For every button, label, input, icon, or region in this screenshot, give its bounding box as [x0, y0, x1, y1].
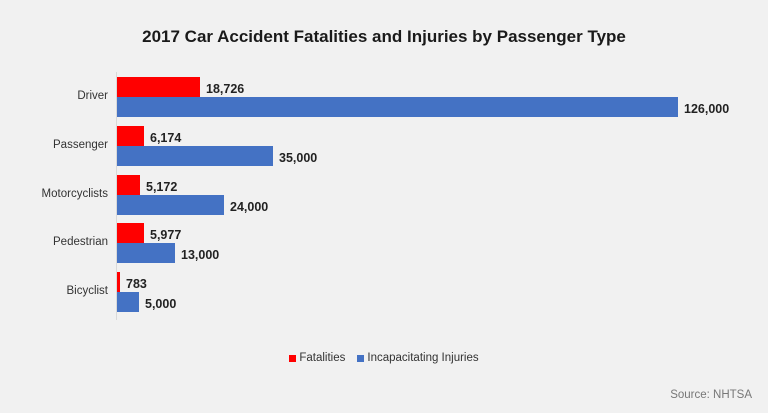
fatalities-bar	[117, 272, 120, 292]
legend-label: Incapacitating Injuries	[367, 352, 479, 364]
injuries-bar	[117, 146, 273, 166]
injuries-bar	[117, 97, 678, 117]
fatalities-swatch	[289, 354, 297, 362]
data-label: 35,000	[279, 151, 318, 165]
data-label: 5,172	[146, 180, 178, 194]
category-label: Passenger	[53, 139, 108, 151]
injuries-bar	[117, 292, 139, 312]
legend-item-fatalities: Fatalities	[289, 352, 345, 364]
fatalities-bar	[117, 175, 140, 195]
category-label: Motorcyclists	[41, 188, 108, 200]
data-label: 5,977	[150, 228, 182, 242]
category-label: Driver	[77, 90, 108, 102]
legend: Fatalities Incapacitating Injuries	[0, 352, 768, 364]
data-label: 6,174	[150, 131, 182, 145]
source-note: Source: NHTSA	[670, 389, 752, 401]
data-label: 783	[126, 277, 147, 291]
legend-label: Fatalities	[299, 352, 346, 364]
data-label: 18,726	[206, 82, 245, 96]
injuries-bar	[117, 243, 175, 263]
data-label: 5,000	[145, 297, 177, 311]
injuries-bar	[117, 195, 224, 215]
category-axis-line	[116, 72, 117, 320]
data-label: 13,000	[181, 248, 220, 262]
category-label: Pedestrian	[53, 236, 108, 248]
fatalities-bar	[117, 126, 144, 146]
fatalities-bar	[117, 223, 144, 243]
injuries-swatch	[357, 354, 365, 362]
data-label: 24,000	[230, 200, 269, 214]
category-label: Bicyclist	[66, 285, 108, 297]
data-label: 126,000	[684, 102, 730, 116]
fatalities-bar	[117, 77, 200, 97]
legend-item-injuries: Incapacitating Injuries	[357, 352, 479, 364]
chart-title: 2017 Car Accident Fatalities and Injurie…	[142, 27, 626, 46]
